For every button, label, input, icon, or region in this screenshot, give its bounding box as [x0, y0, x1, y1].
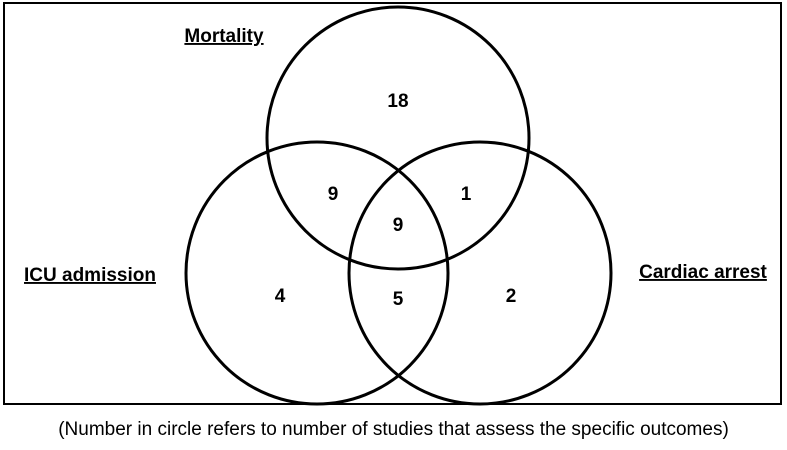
count-icu-only: 4	[275, 286, 286, 307]
mortality-circle	[265, 5, 531, 271]
venn-diagram: Mortality ICU admission Cardiac arrest 1…	[24, 5, 768, 406]
mortality-label: Mortality	[184, 26, 264, 47]
diagram-frame	[3, 2, 782, 405]
icu-admission-label: ICU admission	[24, 265, 156, 286]
count-mortality-only: 18	[387, 91, 408, 112]
cardiac-arrest-label: Cardiac arrest	[639, 262, 767, 283]
cardiac-arrest-circle	[347, 140, 613, 406]
count-mortality-cardiac: 1	[461, 184, 472, 205]
count-all-three: 9	[393, 215, 404, 236]
count-mortality-icu: 9	[328, 184, 339, 205]
count-icu-cardiac: 5	[393, 289, 404, 310]
icu-admission-circle	[184, 140, 450, 406]
diagram-caption: (Number in circle refers to number of st…	[58, 419, 729, 440]
count-cardiac-only: 2	[506, 286, 517, 307]
